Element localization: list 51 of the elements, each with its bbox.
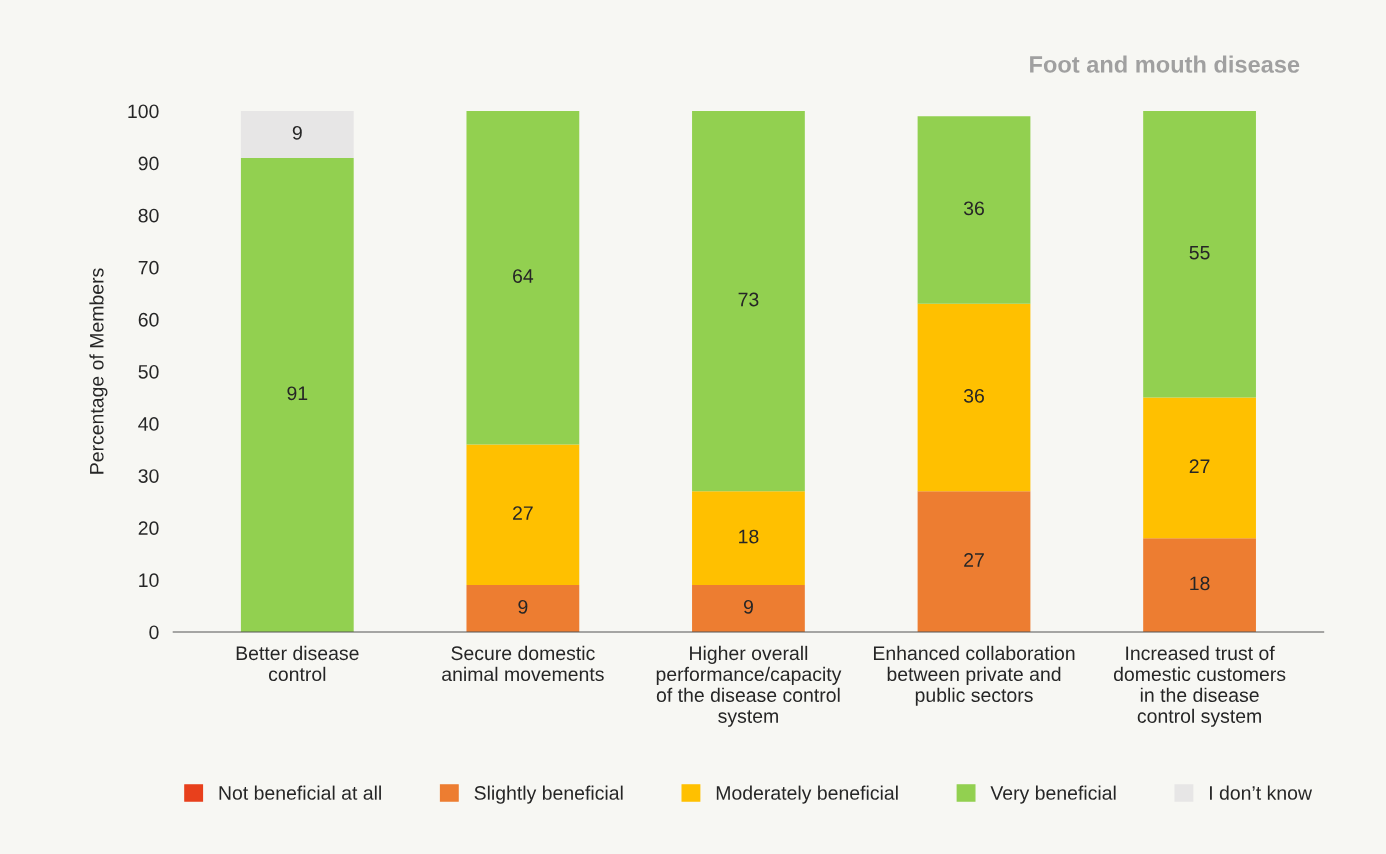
y-tick-label: 40	[138, 417, 159, 431]
x-tick-label: Higher overall performance/capacity of the disease control system	[656, 645, 842, 727]
bar	[1143, 397, 1256, 539]
legend-label: Very beneficial	[990, 785, 1116, 804]
legend-label: Moderately beneficial	[716, 785, 898, 804]
bar	[917, 303, 1031, 492]
bar	[240, 111, 354, 158]
y-tick-label: 80	[138, 208, 159, 223]
bar	[1143, 538, 1256, 632]
data-label: 9	[518, 599, 528, 614]
y-axis-title: Percentage of Members	[89, 268, 108, 474]
x-tick-label: Better disease control	[236, 645, 359, 682]
data-label: 36	[963, 388, 984, 403]
bar	[917, 116, 1031, 304]
y-tick-label: 60	[138, 312, 159, 327]
data-label: 55	[1189, 245, 1210, 260]
bar	[692, 585, 805, 632]
bar	[692, 491, 805, 586]
bar	[917, 491, 1031, 632]
y-tick-label: 70	[138, 260, 159, 275]
y-tick-label: 0	[149, 625, 159, 640]
data-label: 91	[287, 386, 308, 401]
bar	[240, 157, 354, 632]
data-label: 18	[1190, 576, 1210, 591]
x-tick-label: Increased trust of domestic customers in the disease control system	[1113, 645, 1286, 727]
bar	[466, 444, 580, 586]
data-label: 36	[963, 201, 984, 216]
data-label: 9	[743, 599, 753, 614]
bar	[692, 111, 805, 492]
bar	[1143, 111, 1256, 398]
legend-label: I don’t know	[1210, 785, 1313, 800]
data-label: 9	[292, 125, 302, 140]
legend-label: Slightly beneficial	[474, 785, 623, 804]
data-label: 73	[738, 292, 759, 307]
y-tick-label: 90	[138, 156, 159, 171]
y-tick-label: 10	[139, 573, 159, 588]
data-label: 27	[513, 506, 533, 520]
bar	[466, 111, 580, 445]
data-label: 27	[964, 553, 984, 567]
y-tick-label: 30	[138, 469, 159, 483]
legend-label: Not beneficial at all	[219, 785, 381, 800]
y-tick-label: 100	[128, 104, 159, 119]
data-label: 64	[513, 269, 534, 283]
y-tick-label: 20	[138, 521, 159, 536]
data-label: 18	[739, 529, 759, 544]
x-tick-label: Enhanced collaboration between private and public sectors	[873, 645, 1075, 706]
chart-title: Foot and mouth disease	[1030, 55, 1300, 73]
y-tick-label: 50	[138, 364, 159, 379]
data-label: 27	[1189, 459, 1210, 473]
x-tick-label: Secure domestic animal movements	[442, 645, 604, 682]
bar	[466, 585, 580, 632]
